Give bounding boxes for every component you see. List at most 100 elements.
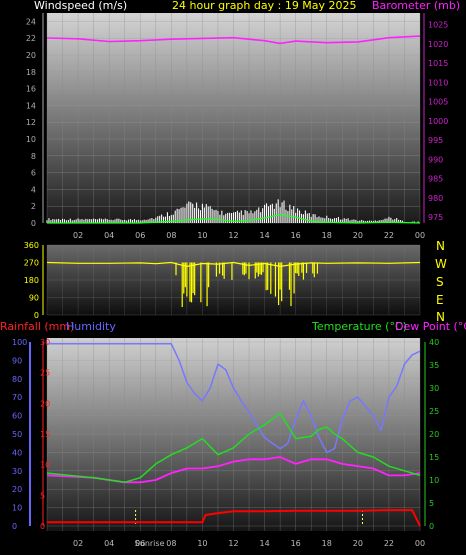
humidity-tick-label: 80 bbox=[12, 375, 22, 384]
rainfall-axis-title: Rainfall (mm) bbox=[0, 320, 75, 333]
hour-tick-label: 18 bbox=[322, 231, 332, 240]
humidity-line bbox=[47, 343, 421, 454]
temperature-line bbox=[46, 412, 421, 484]
barometer-tick-label: 1020 bbox=[428, 40, 448, 49]
wind-tick-label: 24 bbox=[26, 17, 36, 26]
wind-tick-label: 2 bbox=[31, 202, 36, 211]
temperature-tick-label: 20 bbox=[429, 430, 439, 439]
wind-tick-label: 0 bbox=[31, 219, 36, 228]
rainfall-tick-label: 20 bbox=[40, 399, 50, 408]
chart-title: 24 hour graph day : 19 May 2025 bbox=[172, 0, 357, 12]
barometer-tick-label: 975 bbox=[428, 213, 443, 222]
temperature-tick-label: 40 bbox=[429, 338, 439, 347]
hour-tick-label: 22 bbox=[384, 231, 394, 240]
hour-tick-label-lower: 02 bbox=[73, 539, 83, 548]
temperature-tick-label: 25 bbox=[429, 407, 439, 416]
hour-tick-label-lower: 12 bbox=[228, 539, 238, 548]
hour-tick-label-lower: 04 bbox=[104, 539, 114, 548]
humidity-tick-label: 40 bbox=[12, 448, 22, 457]
sunrise-label: Sunrise bbox=[135, 539, 165, 548]
hour-tick-label-lower: 08 bbox=[166, 539, 176, 548]
wind-tick-label: 4 bbox=[31, 185, 36, 194]
wind-average-line bbox=[47, 213, 421, 224]
wind-tick-label: 22 bbox=[26, 34, 36, 43]
temperature-tick-label: 5 bbox=[429, 499, 434, 508]
hour-tick-label: 04 bbox=[104, 231, 114, 240]
wind-tick-label: 20 bbox=[26, 51, 36, 60]
barometer-axis-title: Barometer (mb) bbox=[372, 0, 461, 12]
hour-tick-label: 16 bbox=[291, 231, 301, 240]
humidity-tick-label: 30 bbox=[12, 467, 22, 476]
dewpoint-axis-title: Dew Point (°C) bbox=[395, 320, 466, 333]
humidity-tick-label: 0 bbox=[12, 522, 17, 531]
hour-tick-label-lower: 18 bbox=[322, 539, 332, 548]
humidity-tick-label: 60 bbox=[12, 412, 22, 421]
wind-tick-label: 10 bbox=[26, 135, 36, 144]
barometer-tick-label: 985 bbox=[428, 175, 443, 184]
rainfall-tick-label: 10 bbox=[40, 461, 50, 470]
compass-letter-n-top: N bbox=[436, 239, 445, 253]
hour-tick-label-lower: 10 bbox=[197, 539, 207, 548]
compass-letter-w: W bbox=[435, 257, 447, 271]
direction-tick-label: 90 bbox=[29, 294, 39, 303]
barometer-tick-label: 1010 bbox=[428, 78, 448, 87]
hour-tick-label: 00 bbox=[415, 231, 425, 240]
direction-tick-label: 360 bbox=[24, 241, 39, 250]
wind-tick-label: 12 bbox=[26, 118, 36, 127]
barometer-tick-label: 990 bbox=[428, 155, 443, 164]
wind-tick-label: 14 bbox=[26, 101, 36, 110]
hour-tick-label-lower: 00 bbox=[415, 539, 425, 548]
hour-tick-label-lower: 22 bbox=[384, 539, 394, 548]
humidity-tick-label: 50 bbox=[12, 430, 22, 439]
compass-letter-n-bottom: N bbox=[436, 310, 445, 324]
barometer-tick-label: 1000 bbox=[428, 117, 448, 126]
hour-tick-label: 10 bbox=[197, 231, 207, 240]
direction-line bbox=[46, 261, 421, 267]
humidity-tick-label: 10 bbox=[12, 504, 22, 513]
hour-tick-label: 06 bbox=[135, 231, 145, 240]
compass-letter-s: S bbox=[436, 275, 444, 289]
wind-tick-label: 18 bbox=[26, 68, 36, 77]
compass-letter-e: E bbox=[436, 293, 444, 307]
wind-tick-label: 8 bbox=[31, 152, 36, 161]
rainfall-line bbox=[47, 509, 421, 527]
hour-tick-label: 02 bbox=[73, 231, 83, 240]
rainfall-tick-label: 30 bbox=[40, 338, 50, 347]
temperature-tick-label: 30 bbox=[429, 384, 439, 393]
temperature-tick-label: 15 bbox=[429, 453, 439, 462]
hour-tick-label-lower: 20 bbox=[353, 539, 363, 548]
hour-tick-label-lower: 14 bbox=[259, 539, 269, 548]
hour-tick-label: 08 bbox=[166, 231, 176, 240]
wind-tick-label: 6 bbox=[31, 169, 36, 178]
barometer-tick-label: 995 bbox=[428, 136, 443, 145]
direction-tick-label: 180 bbox=[24, 276, 39, 285]
direction-tick-label: 0 bbox=[34, 311, 39, 320]
humidity-tick-label: 20 bbox=[12, 485, 22, 494]
rainfall-tick-label: 25 bbox=[40, 369, 50, 378]
temperature-tick-label: 35 bbox=[429, 361, 439, 370]
dewpoint-line bbox=[46, 456, 421, 484]
hour-tick-label: 14 bbox=[259, 231, 269, 240]
temperature-tick-label: 10 bbox=[429, 476, 439, 485]
temperature-axis-title: Temperature (°C) bbox=[312, 320, 407, 333]
humidity-tick-label: 100 bbox=[12, 338, 27, 347]
windspeed-axis-title: Windspeed (m/s) bbox=[34, 0, 128, 12]
hour-tick-label: 12 bbox=[228, 231, 238, 240]
temperature-tick-label: 0 bbox=[429, 522, 434, 531]
wind-tick-label: 16 bbox=[26, 85, 36, 94]
barometer-tick-label: 1015 bbox=[428, 59, 448, 68]
rainfall-tick-label: 15 bbox=[40, 430, 50, 439]
barometer-tick-label: 1005 bbox=[428, 98, 448, 107]
hour-tick-label-lower: 06 bbox=[135, 539, 145, 548]
hour-tick-label: 20 bbox=[353, 231, 363, 240]
hour-tick-label-lower: 16 bbox=[291, 539, 301, 548]
barometer-line bbox=[46, 35, 421, 45]
barometer-tick-label: 980 bbox=[428, 194, 443, 203]
barometer-tick-label: 1025 bbox=[428, 21, 448, 30]
rainfall-tick-label: 0 bbox=[40, 522, 45, 531]
humidity-tick-label: 70 bbox=[12, 393, 22, 402]
humidity-axis-title: Humidity bbox=[66, 320, 116, 333]
humidity-tick-label: 90 bbox=[12, 356, 22, 365]
direction-tick-label: 270 bbox=[24, 259, 39, 268]
